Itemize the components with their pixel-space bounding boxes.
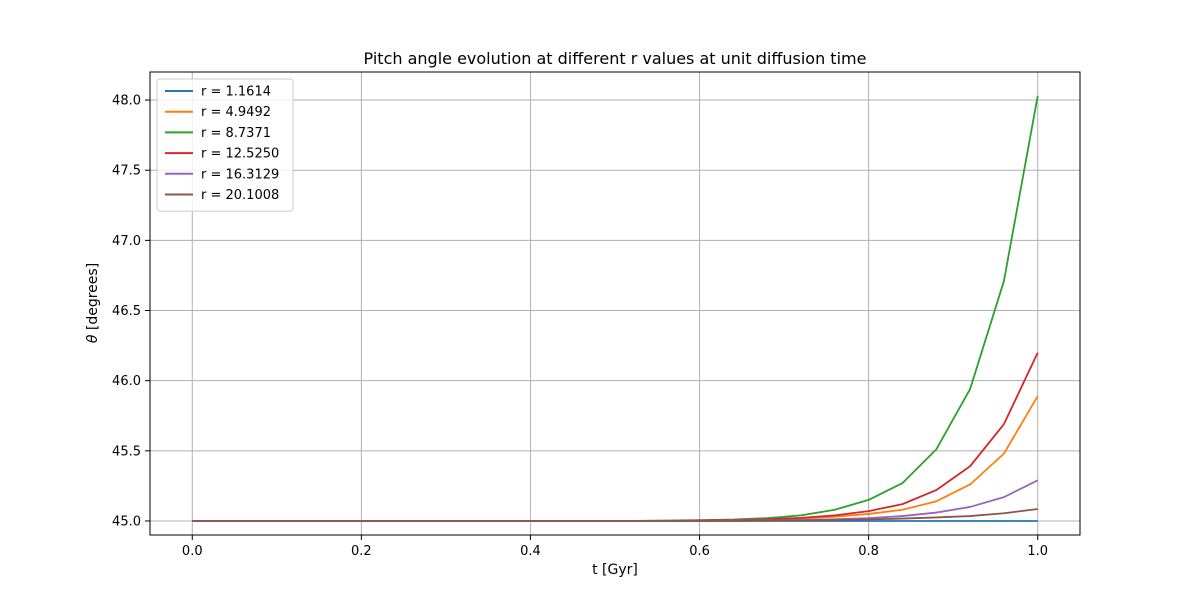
legend-label-6: r = 20.1008 xyxy=(201,188,279,203)
series-line-6 xyxy=(192,508,1038,522)
y-tick-label: 46.5 xyxy=(112,304,141,319)
y-tick-label: 48.0 xyxy=(112,94,141,109)
x-tick-label: 0.2 xyxy=(351,544,372,559)
x-tick-label: 0.8 xyxy=(858,544,879,559)
legend-label-4: r = 12.5250 xyxy=(201,147,279,162)
chart-title: Pitch angle evolution at different r val… xyxy=(364,49,867,68)
x-tick-label: 0.6 xyxy=(689,544,710,559)
legend: r = 1.1614 r = 4.9492 r = 8.7371 r = 12.525… xyxy=(156,78,294,212)
y-axis-label-symbol: θ xyxy=(85,334,101,343)
series-lines xyxy=(192,95,1039,522)
y-tick-label: 45.0 xyxy=(112,514,141,529)
legend-label-1: r = 1.1614 xyxy=(201,85,271,100)
plot-frame xyxy=(149,71,1081,536)
y-tick-label: 45.5 xyxy=(112,444,141,459)
x-tick-label: 0.4 xyxy=(520,544,541,559)
legend-label-5: r = 16.3129 xyxy=(201,167,279,182)
y-axis-label: θ [degrees] xyxy=(85,263,101,343)
y-tick-label: 47.5 xyxy=(112,164,141,179)
x-tick-label: 0.0 xyxy=(182,544,203,559)
y-tick-label: 46.0 xyxy=(112,374,141,389)
legend-label-2: r = 4.9492 xyxy=(201,105,271,120)
x-tick-label: 1.0 xyxy=(1027,544,1048,559)
legend-label-3: r = 8.7371 xyxy=(201,126,271,141)
y-tick-label: 47.0 xyxy=(112,234,141,249)
y-axis-label-unit: [degrees] xyxy=(85,263,101,330)
y-ticks: 45.0 45.5 46.0 46.5 47.0 47.5 48.0 xyxy=(112,94,150,529)
x-axis-label: t [Gyr] xyxy=(592,562,638,578)
x-ticks: 0.0 0.2 0.4 0.6 0.8 1.0 xyxy=(182,535,1048,559)
